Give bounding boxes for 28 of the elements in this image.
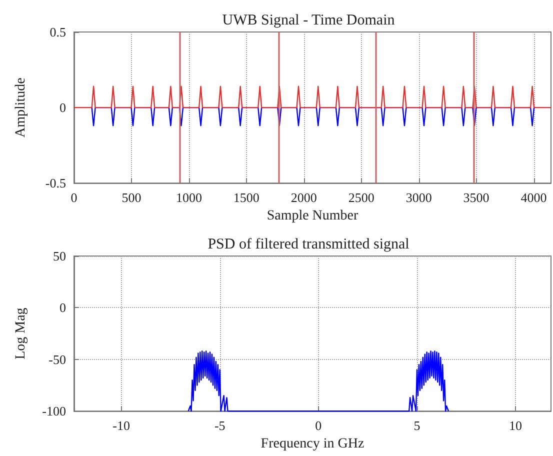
x-tick-label: -10 <box>112 418 130 434</box>
y-tick-label: 0.5 <box>50 24 66 40</box>
y-axis-title: Amplitude <box>14 78 28 138</box>
chart-title: UWB Signal - Time Domain <box>222 12 396 28</box>
chart-title: PSD of filtered transmitted signal <box>208 236 410 252</box>
x-tick-label: 5 <box>414 418 420 434</box>
y-tick-label: -100 <box>42 404 66 419</box>
x-tick-label: 3500 <box>463 190 490 206</box>
x-tick-label: 500 <box>122 190 142 206</box>
y-tick-label: 0 <box>60 300 66 316</box>
x-tick-label: 0 <box>70 190 78 206</box>
x-tick-label: 10 <box>509 418 522 434</box>
x-axis-title: Frequency in GHz <box>260 436 364 452</box>
x-tick-label: 1000 <box>176 190 202 206</box>
y-tick-label: 0 <box>60 100 66 116</box>
x-tick-label: 0 <box>315 418 322 434</box>
x-axis-title: Sample Number <box>266 208 359 224</box>
x-tick-label: -5 <box>214 418 226 434</box>
y-tick-label: -50 <box>48 352 66 367</box>
x-tick-label: 4000 <box>520 190 547 206</box>
x-tick-label: 2500 <box>348 190 374 206</box>
y-tick-label: -0.5 <box>45 176 66 191</box>
y-tick-label: 50 <box>53 248 66 264</box>
x-tick-label: 2000 <box>290 190 317 206</box>
x-tick-label: 3000 <box>406 190 432 206</box>
x-tick-label: 1500 <box>233 190 260 206</box>
y-axis-title: Log Mag <box>14 308 28 360</box>
line-series <box>188 350 450 412</box>
